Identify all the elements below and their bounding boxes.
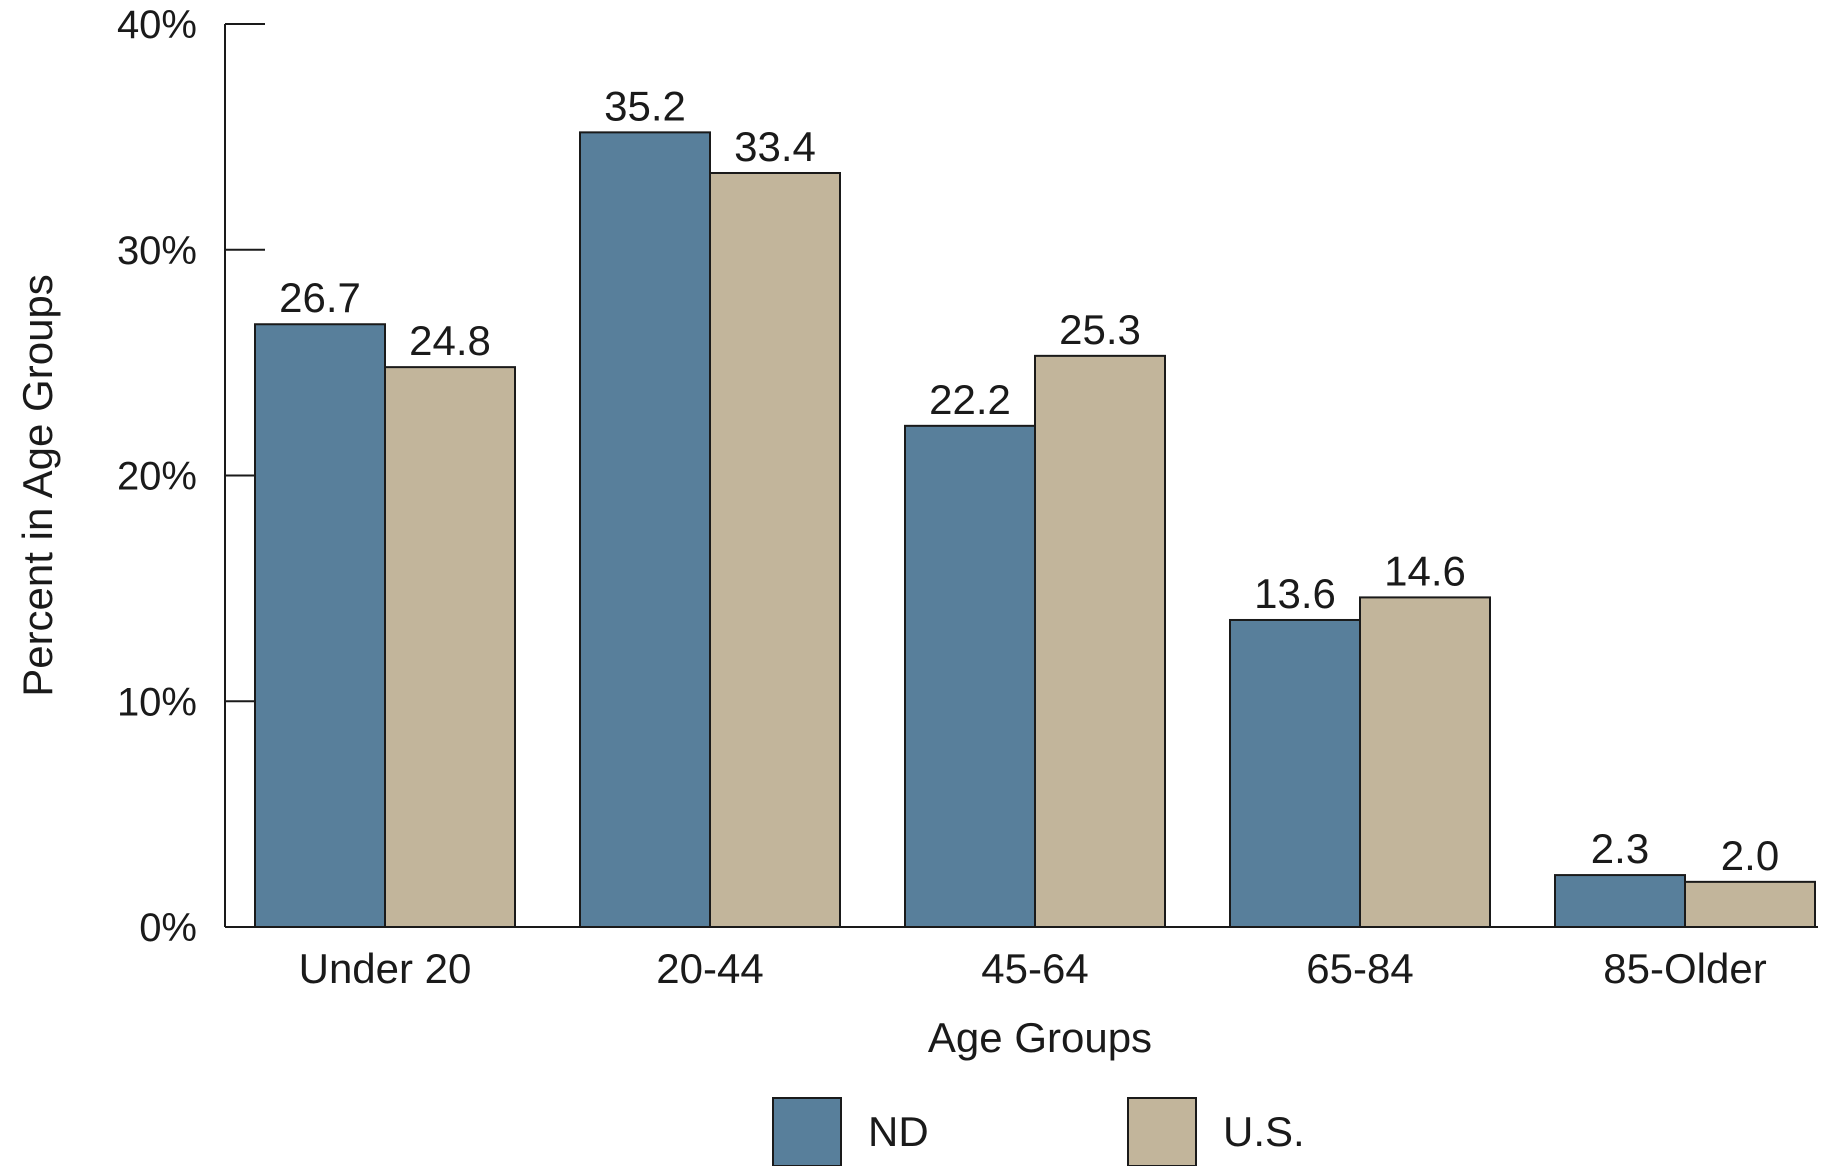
data-label: 26.7	[279, 274, 361, 321]
y-tick-label: 0%	[139, 906, 197, 950]
data-label: 13.6	[1254, 570, 1336, 617]
legend-swatch	[1127, 1097, 1197, 1166]
bar-us-1	[709, 171, 841, 928]
data-label: 24.8	[409, 317, 491, 364]
bar-nd-3	[1229, 618, 1361, 928]
data-label: 35.2	[604, 82, 686, 129]
legend-label: U.S.	[1223, 1108, 1305, 1155]
data-labels-group: 26.7 24.8 35.2 33.4 22.2 25.3 13.6 14.6 2.3 2.0	[279, 82, 1779, 878]
y-tick-label: 10%	[117, 680, 197, 724]
bar-nd-0	[254, 323, 386, 928]
bar-us-0	[384, 366, 516, 928]
y-tick-label: 40%	[117, 3, 197, 47]
data-label: 33.4	[734, 123, 816, 170]
x-axis-categories: Under 20 20-44 45-64 65-84 85-Older	[299, 945, 1767, 992]
y-tick-label: 20%	[117, 455, 197, 499]
bar-us-2	[1034, 354, 1166, 929]
bar-nd-1	[579, 131, 711, 929]
bar-us-4	[1684, 880, 1816, 928]
bar-nd-2	[904, 424, 1036, 928]
legend: ND U.S.	[772, 1097, 1305, 1166]
x-tick-label: 20-44	[656, 945, 763, 992]
bars-group	[254, 131, 1816, 929]
bar-nd-4	[1554, 874, 1686, 929]
data-label: 2.3	[1591, 825, 1649, 872]
data-label: 22.2	[929, 376, 1011, 423]
x-tick-label: 85-Older	[1603, 945, 1766, 992]
x-tick-label: 45-64	[981, 945, 1088, 992]
data-label: 25.3	[1059, 306, 1141, 353]
legend-swatch	[772, 1097, 842, 1166]
data-label: 2.0	[1721, 832, 1779, 879]
data-label: 14.6	[1384, 547, 1466, 594]
y-axis-title: Percent in Age Groups	[14, 274, 61, 697]
x-tick-label: Under 20	[299, 945, 472, 992]
x-axis-title: Age Groups	[928, 1014, 1152, 1061]
legend-label: ND	[868, 1108, 929, 1155]
bar-us-3	[1359, 596, 1491, 929]
y-axis-ticks: 0% 10% 20% 30% 40%	[117, 3, 265, 950]
x-tick-label: 65-84	[1306, 945, 1413, 992]
y-tick-label: 30%	[117, 229, 197, 273]
